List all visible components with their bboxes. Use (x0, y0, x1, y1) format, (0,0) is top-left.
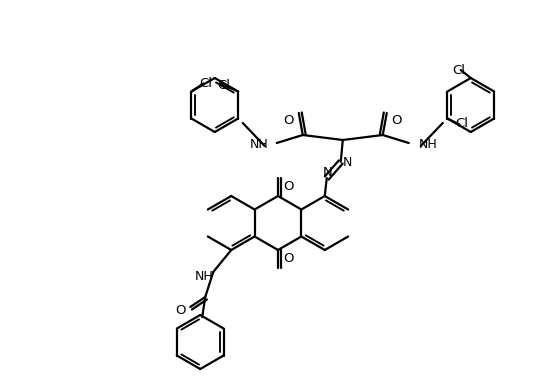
Text: NH: NH (195, 271, 214, 284)
Text: NH: NH (419, 138, 437, 152)
Text: O: O (175, 304, 185, 316)
Text: O: O (391, 115, 402, 127)
Text: O: O (284, 253, 294, 265)
Text: N: N (343, 155, 352, 169)
Text: Cl: Cl (199, 77, 213, 90)
Text: N: N (323, 166, 333, 180)
Text: Cl: Cl (452, 64, 465, 76)
Text: Cl: Cl (456, 117, 468, 130)
Text: O: O (284, 181, 294, 194)
Text: NH: NH (250, 138, 269, 152)
Text: Cl: Cl (217, 79, 230, 92)
Text: O: O (284, 115, 294, 127)
